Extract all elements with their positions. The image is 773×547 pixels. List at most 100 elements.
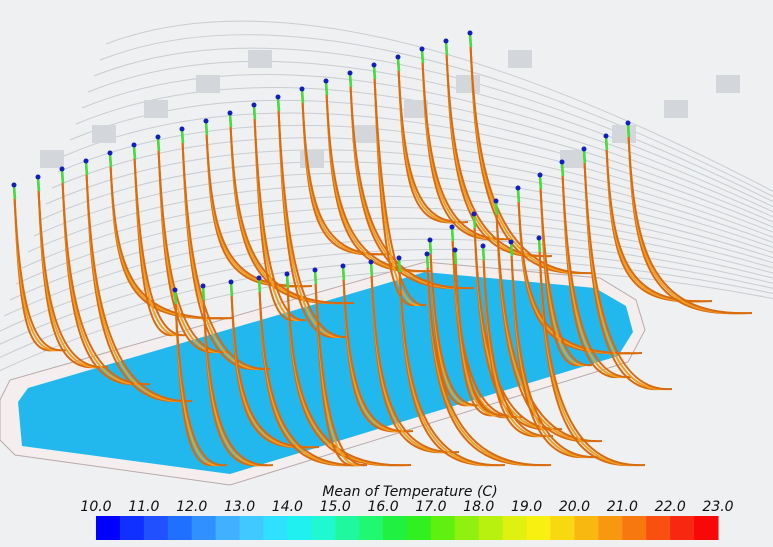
colorbar-tick-label: 22.0 [655, 499, 686, 515]
seed-point [603, 133, 609, 139]
colorbar-block [454, 516, 480, 540]
seed-point [284, 271, 290, 277]
seed-point [155, 134, 161, 140]
seed-point [424, 251, 430, 257]
streamline [583, 148, 673, 391]
stand-block [196, 75, 220, 93]
colorbar-block [550, 516, 575, 540]
seed-point [299, 86, 305, 92]
colorbar-block [598, 516, 623, 540]
streamline [397, 56, 469, 224]
seed-point [452, 247, 458, 253]
colorbar-tick-label: 20.0 [559, 499, 590, 515]
streamline [342, 265, 414, 433]
streamline [205, 120, 313, 288]
streamline [174, 289, 228, 467]
streamline [426, 253, 552, 467]
streamline [539, 174, 593, 367]
colorbar-title: Mean of Temperature (C) [322, 484, 497, 500]
streamline [85, 160, 193, 403]
seed-point [347, 70, 353, 76]
seed-point [471, 211, 477, 217]
colorbar-block [670, 516, 695, 540]
colorbar-block [359, 516, 384, 540]
colorbar-block [646, 516, 671, 540]
streamline [277, 96, 349, 339]
stand-block [352, 125, 376, 143]
stand-row [9, 217, 773, 301]
colorbar-block [119, 516, 145, 540]
seed-point [227, 110, 233, 116]
colorbar-block [96, 516, 121, 540]
streamline [314, 269, 368, 467]
seed-point [625, 120, 631, 126]
streamline [109, 152, 235, 320]
seed-point [228, 279, 234, 285]
stand-row [99, 34, 773, 198]
streamline [202, 285, 274, 467]
seed-point [419, 46, 425, 52]
seed-point [11, 182, 17, 188]
streamline [61, 168, 151, 386]
streamline [253, 104, 307, 322]
seed-point [203, 118, 209, 124]
colorbar-block [574, 516, 599, 540]
seed-point [536, 235, 542, 241]
colorbar-tick-label: 18.0 [463, 499, 494, 515]
stand-row [93, 47, 773, 203]
streamline [230, 281, 320, 449]
seed-point [251, 102, 257, 108]
stand-block [40, 150, 64, 168]
stand-row [33, 172, 773, 254]
colorbar-block [239, 516, 264, 540]
seed-point [59, 166, 65, 172]
seed-point [200, 283, 206, 289]
colorbar-block [287, 516, 312, 540]
seed-point [396, 255, 402, 261]
streamline [37, 176, 109, 369]
colorbar: 10.0 11.0 12.0 13.0 14.0 15.0 16.0 17.0 18.0 19.0… [80, 499, 734, 540]
streamline [373, 64, 427, 307]
colorbar-tick-label: 23.0 [702, 499, 733, 515]
stand-row [105, 20, 773, 192]
streamline [286, 273, 412, 467]
stand-row [3, 228, 773, 317]
seed-point [172, 287, 178, 293]
colorbar-block [502, 516, 528, 540]
seed-point [368, 259, 374, 265]
seed-point [312, 267, 318, 273]
streamline [538, 237, 646, 467]
seed-point [493, 198, 499, 204]
colorbar-block [622, 516, 647, 540]
streamline [561, 161, 633, 379]
colorbar-tick-label: 13.0 [224, 499, 255, 515]
seed-point [581, 146, 587, 152]
colorbar-block [383, 516, 408, 540]
stand-block [612, 125, 636, 143]
streamline [510, 241, 600, 459]
seed-point [256, 275, 262, 281]
colorbar-block [215, 516, 241, 540]
colorbar-block [191, 516, 217, 540]
seed-point [83, 158, 89, 164]
colorbar-block [526, 516, 552, 540]
seed-point [559, 159, 565, 165]
streamline [454, 249, 508, 417]
seed-point [107, 150, 113, 156]
streamline [429, 239, 483, 407]
seed-point [515, 185, 521, 191]
stand-block [508, 50, 532, 68]
streamline [482, 245, 554, 438]
streamline [517, 187, 643, 355]
streamline [370, 261, 460, 454]
stand-block [404, 100, 428, 118]
colorbar-tick-label: 10.0 [80, 499, 111, 515]
seed-point [395, 54, 401, 60]
streamlines [11, 30, 753, 467]
seed-point [449, 224, 455, 230]
colorbar-tick-label: 19.0 [511, 499, 542, 515]
colorbar-block [335, 516, 360, 540]
seed-point [467, 30, 473, 36]
stand-block [248, 50, 272, 68]
